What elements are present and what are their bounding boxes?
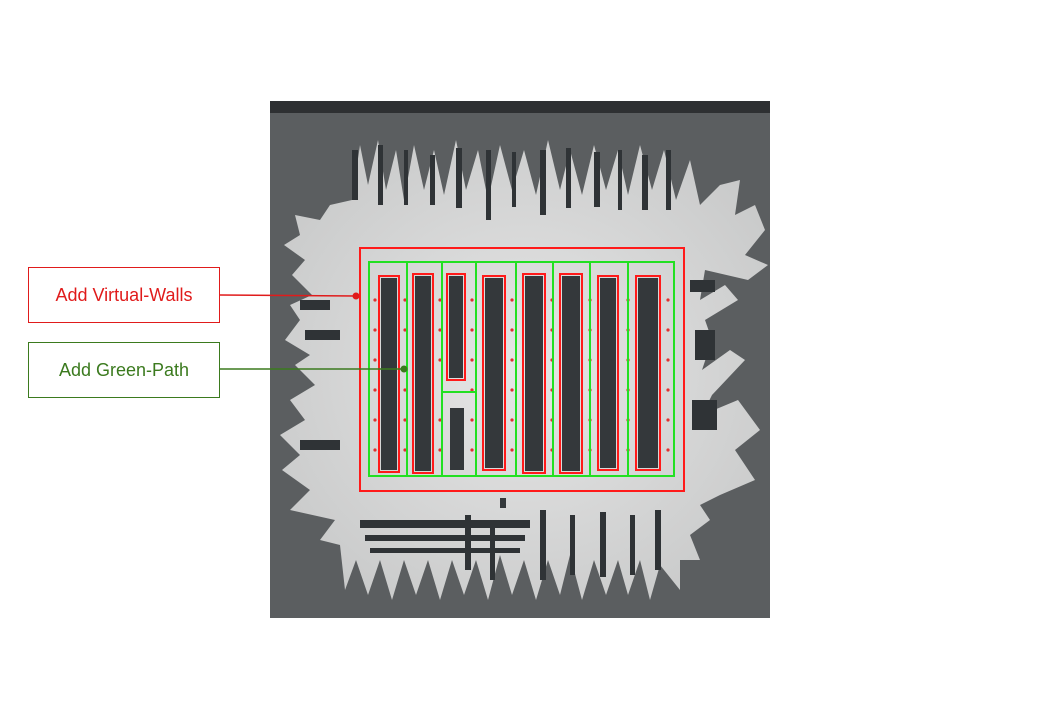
shelf-racks	[381, 276, 658, 508]
virtual-walls-connector	[219, 294, 357, 297]
floor-mark	[500, 498, 506, 508]
add-virtual-walls-callout: Add Virtual-Walls	[28, 267, 220, 323]
virtual-wall	[635, 275, 661, 471]
callout-connectors	[219, 292, 408, 373]
virtual-wall	[412, 273, 434, 474]
virtual-wall	[378, 275, 400, 473]
perimeter-obstacles	[300, 145, 717, 580]
shelf-rack	[525, 276, 543, 471]
virtual-wall	[559, 273, 583, 474]
map-top-edge	[270, 101, 770, 113]
virtual-wall	[482, 275, 506, 471]
shelf-rack	[485, 278, 503, 468]
add-green-path-callout: Add Green-Path	[28, 342, 220, 398]
shelf-rack	[449, 276, 463, 378]
shelf-rack	[562, 276, 580, 471]
green-path	[368, 261, 675, 477]
virtual-wall	[597, 275, 619, 471]
shelf-rack	[415, 276, 431, 471]
add-virtual-walls-label: Add Virtual-Walls	[55, 284, 193, 305]
shelf-rack	[450, 408, 464, 470]
virtual-wall	[446, 273, 466, 381]
virtual-walls	[359, 247, 685, 492]
green-path-connector-dot	[400, 365, 408, 373]
shelf-rack	[600, 278, 616, 468]
occupancy-map	[270, 101, 770, 618]
add-green-path-label: Add Green-Path	[58, 359, 190, 380]
shelf-rack	[638, 278, 658, 468]
virtual-walls-connector-dot	[352, 292, 360, 300]
shelf-rack	[381, 278, 397, 470]
virtual-wall	[522, 273, 546, 474]
